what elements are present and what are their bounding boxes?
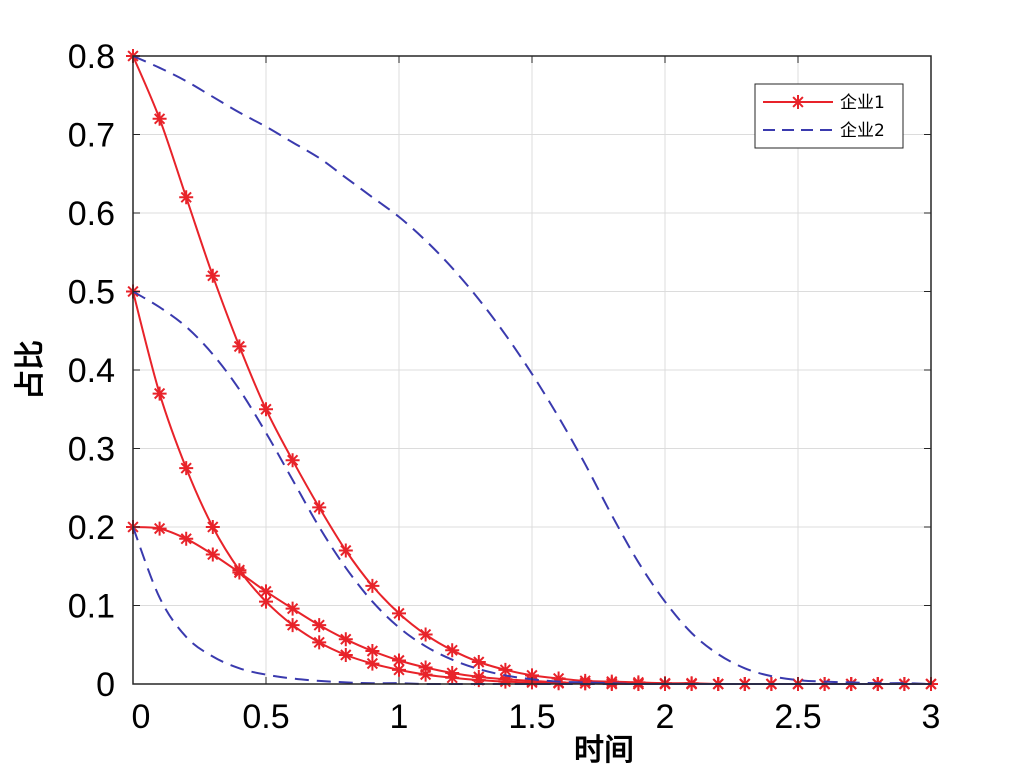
data-point <box>179 461 194 476</box>
legend-star-glyph <box>791 95 805 109</box>
x-tick-label: 0 <box>132 698 151 736</box>
y-tick-label: 0.6 <box>68 195 115 233</box>
data-point <box>471 655 486 669</box>
y-tick-label: 0 <box>96 666 115 704</box>
data-point <box>205 547 220 562</box>
data-point <box>285 453 300 468</box>
data-point <box>312 635 327 650</box>
data-point <box>205 268 220 283</box>
series-企业2-3 <box>132 55 932 685</box>
data-point <box>152 111 167 126</box>
legend-label-企业1: 企业1 <box>840 93 885 113</box>
data-point <box>152 386 167 401</box>
data-point <box>392 662 406 677</box>
data-point <box>471 669 486 684</box>
y-tick-label: 0.2 <box>68 509 115 547</box>
data-point <box>365 578 380 593</box>
x-axis-title: 时间 <box>574 733 634 768</box>
data-point <box>285 618 300 633</box>
data-point <box>152 521 167 536</box>
y-tick-label: 0.4 <box>68 352 115 390</box>
legend-marker-star <box>791 95 805 109</box>
data-point <box>205 520 220 534</box>
y-tick-label: 0.5 <box>68 274 115 312</box>
series-line <box>132 55 932 685</box>
data-point <box>445 643 460 658</box>
legend: 企业1 企业2 <box>754 83 904 149</box>
data-point <box>285 601 300 616</box>
ticks: 0 0.5 1 1.5 2 2.5 3 0 0.1 0.2 0.3 0.4 0.5 0.6 0.7 0.8 <box>68 38 941 736</box>
x-tick-label: 1 <box>390 698 409 736</box>
data-point <box>418 627 433 642</box>
x-tick-label: 3 <box>922 698 941 736</box>
data-point <box>312 500 327 515</box>
data-point <box>338 543 353 558</box>
data-point <box>259 402 273 417</box>
data-point <box>498 662 513 677</box>
data-point <box>418 667 433 682</box>
data-point <box>392 606 406 621</box>
data-point <box>179 190 194 205</box>
y-tick-label: 0.7 <box>68 117 115 155</box>
data-point <box>259 584 273 599</box>
y-tick-label: 0.1 <box>68 588 115 626</box>
legend-box <box>754 83 904 149</box>
data-point <box>445 666 460 680</box>
y-tick-label: 0.3 <box>68 431 115 469</box>
y-axis-title: 占比 <box>13 340 48 400</box>
x-tick-label: 2.5 <box>774 698 821 736</box>
x-tick-label: 0.5 <box>242 698 289 736</box>
legend-label-企业2: 企业2 <box>840 121 885 141</box>
data-point <box>365 644 380 658</box>
data-point <box>179 531 194 546</box>
data-point <box>338 632 353 647</box>
data-point <box>232 339 247 354</box>
data-point <box>418 660 433 675</box>
y-tick-label: 0.8 <box>68 38 115 76</box>
data-point <box>498 672 513 687</box>
data-point <box>365 656 380 671</box>
data-point <box>312 618 327 633</box>
data-point <box>338 648 353 662</box>
data-point <box>232 565 247 580</box>
data-point <box>392 653 406 668</box>
data-point <box>259 594 273 609</box>
x-tick-label: 1.5 <box>508 698 555 736</box>
x-tick-label: 2 <box>656 698 675 736</box>
